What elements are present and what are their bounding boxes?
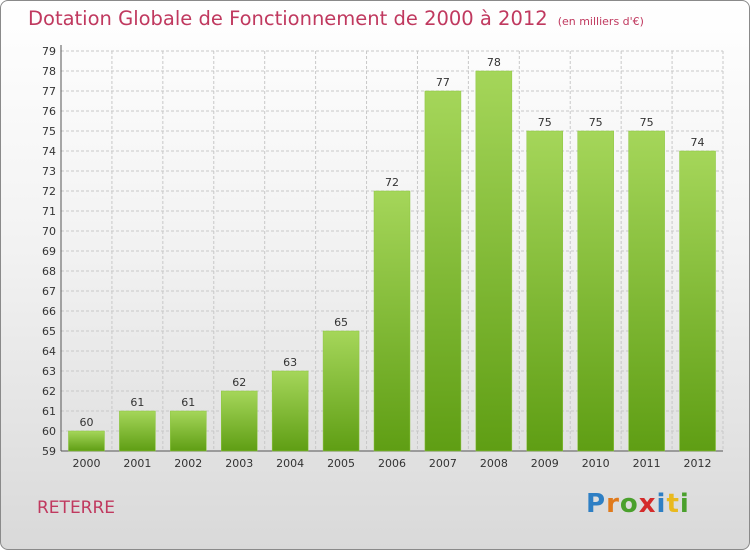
bar-2001 <box>119 410 156 452</box>
y-tick-label: 62 <box>42 385 56 398</box>
bar-2003 <box>220 390 258 452</box>
y-tick-label: 75 <box>42 125 56 138</box>
x-tick-label: 2004 <box>276 457 304 470</box>
y-tick-label: 72 <box>42 185 56 198</box>
x-tick-label: 2011 <box>633 457 661 470</box>
bar-2002 <box>170 410 207 452</box>
y-tick-label: 69 <box>42 245 56 258</box>
data-label-2007: 77 <box>436 76 450 89</box>
y-tick-label: 59 <box>42 445 56 458</box>
data-label-2009: 75 <box>538 116 552 129</box>
bar-2000 <box>68 430 105 452</box>
x-tick-label: 2008 <box>480 457 508 470</box>
y-tick-label: 78 <box>42 65 56 78</box>
data-label-2003: 62 <box>232 376 246 389</box>
bar-2012 <box>679 150 716 452</box>
bar-2006 <box>373 190 411 452</box>
y-tick-label: 68 <box>42 265 56 278</box>
bar-2005 <box>322 330 360 452</box>
chart-title: Dotation Globale de Fonctionnement de 20… <box>28 7 644 30</box>
x-tick-label: 2007 <box>429 457 457 470</box>
bar-2009 <box>526 130 564 452</box>
data-labels: 60 61 61 62 63 65 72 77 78 75 75 75 74 <box>79 56 704 429</box>
x-tick-label: 2005 <box>327 457 355 470</box>
y-tick-label: 77 <box>42 85 56 98</box>
proxiti-logo: Proxiti <box>586 489 690 519</box>
bar-2008 <box>475 70 513 452</box>
bar-2007 <box>424 90 462 452</box>
y-tick-label: 71 <box>42 205 56 218</box>
data-label-2011: 75 <box>640 116 654 129</box>
data-label-2002: 61 <box>181 396 195 409</box>
data-label-2012: 74 <box>691 136 705 149</box>
x-tick-label: 2000 <box>72 457 100 470</box>
bars <box>68 70 716 452</box>
y-tick-label: 76 <box>42 105 56 118</box>
commune-name: RETERRE <box>37 498 116 518</box>
bar-2011 <box>628 130 665 452</box>
y-tick-label: 64 <box>42 345 56 358</box>
chart-unit: (en milliers d'€) <box>557 15 644 28</box>
x-tick-label: 2002 <box>174 457 202 470</box>
y-tick-label: 67 <box>42 285 56 298</box>
x-tick-label: 2012 <box>684 457 712 470</box>
y-tick-label: 79 <box>42 45 56 58</box>
y-tick-label: 65 <box>42 325 56 338</box>
data-label-2008: 78 <box>487 56 501 69</box>
data-label-2001: 61 <box>130 396 144 409</box>
y-tick-label: 63 <box>42 365 56 378</box>
chart-title-text: Dotation Globale de Fonctionnement de 20… <box>28 7 548 30</box>
data-label-2010: 75 <box>589 116 603 129</box>
x-tick-label: 2009 <box>531 457 559 470</box>
data-label-2005: 65 <box>334 316 348 329</box>
x-tick-label: 2010 <box>582 457 610 470</box>
bar-2004 <box>271 370 309 452</box>
data-label-2000: 60 <box>79 416 93 429</box>
y-tick-label: 66 <box>42 305 56 318</box>
data-label-2004: 63 <box>283 356 297 369</box>
y-tick-label: 73 <box>42 165 56 178</box>
data-label-2006: 72 <box>385 176 399 189</box>
y-tick-label: 70 <box>42 225 56 238</box>
x-tick-label: 2006 <box>378 457 406 470</box>
x-tick-label: 2003 <box>225 457 253 470</box>
y-tick-label: 60 <box>42 425 56 438</box>
x-tick-label: 2001 <box>123 457 151 470</box>
y-tick-label: 74 <box>42 145 56 158</box>
bar-2010 <box>577 130 614 452</box>
y-tick-label: 61 <box>42 405 56 418</box>
